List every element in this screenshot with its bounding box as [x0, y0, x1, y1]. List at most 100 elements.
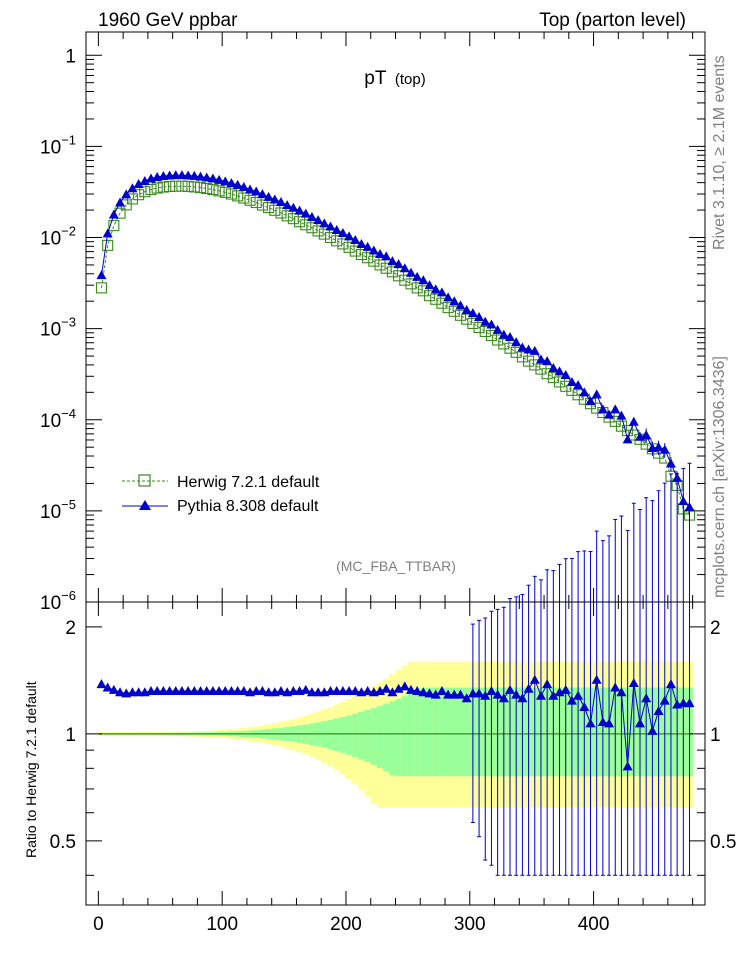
pythia-point — [275, 197, 286, 207]
pythia-point — [554, 366, 565, 376]
herwig-point — [442, 302, 454, 314]
ratio-point — [548, 690, 559, 700]
herwig-point — [256, 199, 268, 211]
y-tick-label: 10−1 — [40, 132, 76, 158]
pythia-point — [591, 389, 602, 399]
ratio-point — [659, 695, 670, 705]
pythia-point — [455, 300, 466, 310]
ratio-point — [418, 687, 429, 697]
plot-title-sub: (top) — [395, 71, 426, 88]
ratio-band-1sigma — [352, 713, 359, 758]
ratio-band-1sigma — [383, 703, 390, 772]
herwig-point — [269, 204, 281, 216]
ratio-band-1sigma — [395, 698, 402, 777]
ratio-y-tick-label-left: 2 — [65, 618, 76, 639]
x-tick-label: 300 — [454, 914, 486, 935]
ratio-point — [535, 690, 546, 700]
ratio-band-1sigma — [457, 687, 464, 777]
pythia-point — [306, 211, 317, 221]
pythia-point — [461, 305, 472, 315]
pythia-point — [133, 179, 144, 189]
herwig-point — [287, 213, 299, 225]
ratio-point — [102, 682, 113, 692]
ratio-point — [375, 686, 386, 696]
pythia-point — [189, 170, 200, 180]
header-left: 1960 GeV ppbar — [98, 10, 238, 31]
pythia-point — [387, 256, 398, 266]
y-tick-label: 1 — [65, 46, 76, 67]
pythia-point — [505, 331, 516, 341]
ratio-point — [554, 687, 565, 697]
ratio-point — [641, 693, 652, 703]
herwig-point — [399, 274, 411, 286]
pythia-point — [201, 172, 212, 182]
herwig-point — [405, 278, 417, 290]
pythia-point — [566, 376, 577, 386]
herwig-point — [560, 380, 572, 392]
herwig-point — [281, 210, 293, 222]
herwig-point — [207, 183, 219, 196]
ratio-point — [653, 705, 664, 715]
pythia-point — [628, 416, 639, 426]
ratio-point — [108, 684, 119, 694]
herwig-point — [133, 189, 145, 201]
herwig-point — [244, 194, 256, 206]
pythia-point — [523, 344, 534, 354]
pythia-point — [517, 342, 528, 352]
ratio-point — [597, 716, 608, 726]
pythia-point — [362, 241, 373, 251]
ratio-point — [665, 679, 676, 689]
ratio-frame — [85, 601, 706, 906]
side-label-mcplots: mcplots.cern.ch [arXiv:1306.3436] — [711, 356, 728, 598]
x-tick-labels: 0 100 200 300 400 — [93, 914, 609, 935]
pythia-point — [238, 182, 249, 192]
herwig-point — [331, 235, 343, 247]
ratio-band-1sigma — [358, 711, 365, 760]
ratio-ylabel: Ratio to Herwig 7.2.1 default — [23, 681, 39, 858]
ratio-point — [399, 681, 410, 691]
ratio-point — [430, 689, 441, 699]
pythia-point — [579, 387, 590, 397]
ratio-point — [610, 682, 621, 692]
herwig-point — [343, 241, 355, 253]
pythia-point — [195, 171, 206, 181]
ratio-ticks — [86, 602, 705, 905]
ratio-band-1sigma — [463, 687, 471, 777]
ratio-y-tick-label-left: 1 — [65, 725, 76, 746]
ratio-point — [635, 718, 646, 728]
ratio-point — [604, 718, 615, 728]
pythia-point — [443, 292, 454, 302]
legend-herwig-label: Herwig 7.2.1 default — [177, 474, 320, 491]
ratio-y-tick-labels: 0.5 0.5 1 1 2 2 — [50, 618, 737, 853]
ratio-point — [436, 686, 447, 696]
legend-pythia-label: Pythia 8.308 default — [177, 498, 319, 515]
pythia-point — [560, 369, 571, 379]
ratio-point — [486, 686, 497, 696]
pythia-point — [127, 183, 138, 193]
herwig-point — [232, 190, 244, 202]
pythia-point — [251, 186, 262, 196]
herwig-point — [213, 185, 225, 197]
ratio-point — [560, 684, 571, 694]
ratio-point — [529, 674, 540, 684]
pythia-point — [294, 205, 305, 215]
ratio-point — [517, 693, 528, 703]
x-tick-label: 400 — [578, 914, 610, 935]
ratio-point — [381, 683, 392, 693]
pythia-point — [282, 200, 293, 210]
herwig-point — [194, 182, 207, 194]
pythia-point — [498, 329, 509, 339]
herwig-point — [411, 282, 423, 294]
herwig-point — [553, 376, 566, 388]
pythia-point — [368, 245, 379, 255]
pythia-point — [232, 179, 243, 189]
ratio-point — [350, 686, 361, 696]
herwig-point — [318, 228, 330, 240]
pythia-point — [474, 312, 485, 322]
pythia-point — [214, 174, 225, 184]
herwig-point — [176, 180, 188, 192]
pythia-point — [337, 228, 348, 238]
ratio-y-tick-label-right: 2 — [710, 618, 721, 639]
pythia-point — [573, 380, 584, 390]
